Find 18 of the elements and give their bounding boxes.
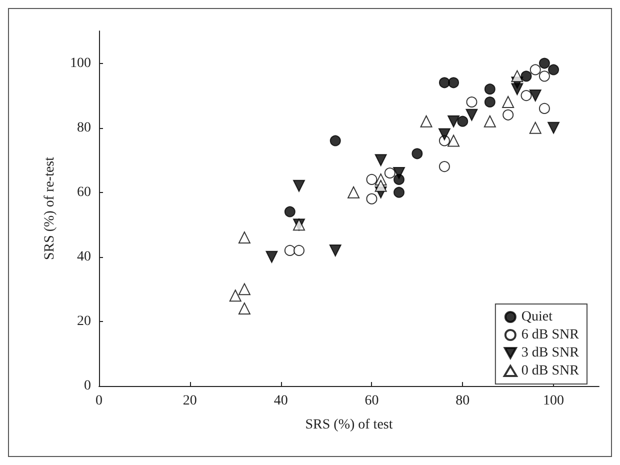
legend-label: Quiet (521, 310, 553, 324)
legend-label: 0 dB SNR (521, 364, 580, 378)
y-axis-title: SRS (%) of re-test (42, 156, 58, 260)
y-tick-label: 0 (84, 378, 91, 394)
x-tick-label: 40 (274, 394, 288, 408)
legend-label: 3 dB SNR (521, 346, 580, 360)
x-axis-title: SRS (%) of test (305, 418, 393, 432)
x-tick-label: 60 (364, 394, 379, 408)
y-tick-label: 80 (77, 120, 91, 136)
y-tick-label: 100 (70, 56, 91, 71)
y-tick-label: 20 (77, 314, 91, 329)
y-tick-label: 40 (77, 249, 91, 264)
x-tick-label: 20 (182, 394, 197, 408)
y-tick-label: 60 (77, 184, 91, 200)
legend-label: 6 dB SNR (521, 328, 580, 342)
x-tick-label: 80 (456, 394, 470, 408)
x-tick-label: 0 (96, 394, 102, 408)
x-tick-label: 100 (543, 394, 564, 408)
